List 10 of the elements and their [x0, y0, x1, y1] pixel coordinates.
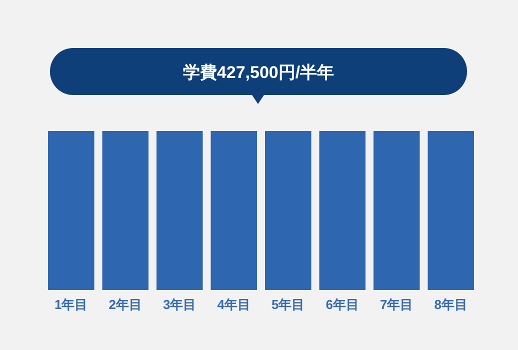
- x-tick-label: 5年目: [272, 297, 305, 312]
- x-tick-label: 7年目: [380, 297, 414, 312]
- x-tick-label: 8年目: [434, 297, 468, 312]
- x-tick-label: 2年目: [108, 297, 142, 312]
- x-tick-label: 4年目: [217, 297, 250, 312]
- x-tick-label: 6年目: [326, 297, 359, 312]
- title: 学費427,500円/半年: [50, 48, 467, 104]
- x-tick-label: 3年目: [163, 297, 196, 312]
- x-tick-label: 1年目: [54, 297, 88, 312]
- chart-title: 学費427,500円/半年: [182, 63, 334, 82]
